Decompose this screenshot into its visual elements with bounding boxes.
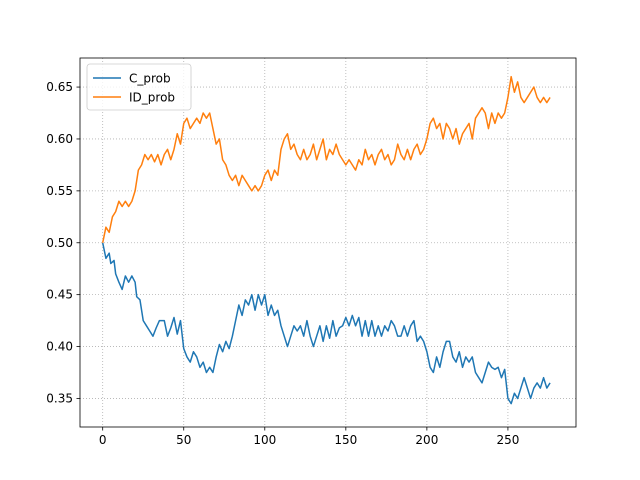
legend-label: ID_prob	[129, 91, 175, 105]
plot-area	[80, 58, 576, 427]
y-tick-label: 0.55	[46, 184, 73, 198]
x-tick-label: 100	[253, 433, 276, 447]
y-tick-label: 0.35	[46, 391, 73, 405]
series-line-c-prob	[101, 242, 551, 405]
y-tick-label: 0.50	[46, 236, 73, 250]
x-tick-label: 150	[334, 433, 357, 447]
legend-box	[86, 63, 192, 111]
x-tick-label: 50	[176, 433, 191, 447]
y-tick-label: 0.40	[46, 340, 73, 354]
series-layer	[101, 75, 551, 405]
y-tick-label: 0.60	[46, 132, 73, 146]
x-tick-label: 0	[99, 433, 107, 447]
series-line-id-prob	[101, 75, 551, 243]
legend: C_prob ID_prob	[86, 63, 192, 111]
x-tick-label: 250	[496, 433, 519, 447]
y-tick-label: 0.65	[46, 80, 73, 94]
axis-ticks: 0 50 100 150 200 250 0.35 0.40 0.45 0.50 0.55 0.60 0…	[46, 80, 519, 447]
legend-label: C_prob	[129, 72, 171, 86]
y-tick-label: 0.45	[46, 288, 73, 302]
x-tick-label: 200	[415, 433, 438, 447]
